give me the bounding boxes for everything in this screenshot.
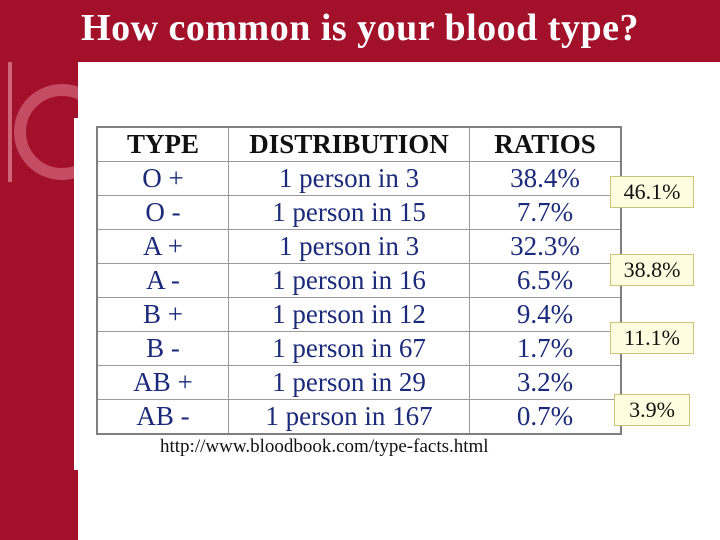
cell-distribution: 1 person in 29	[228, 365, 470, 400]
cell-type: O +	[96, 161, 229, 196]
cell-distribution: 1 person in 167	[228, 399, 470, 435]
cell-distribution: 1 person in 3	[228, 161, 470, 196]
left-decoration-panel	[0, 62, 78, 540]
cell-ratio: 38.4%	[469, 161, 622, 196]
decorative-line	[8, 62, 12, 182]
total-ab-box: 3.9%	[614, 394, 690, 426]
cell-ratio: 32.3%	[469, 229, 622, 264]
total-o-box: 46.1%	[610, 176, 694, 208]
table-row: A + 1 person in 3 32.3%	[96, 229, 622, 264]
cell-distribution: 1 person in 3	[228, 229, 470, 264]
cell-type: AB -	[96, 399, 229, 435]
table-header-row: TYPE DISTRIBUTION RATIOS	[96, 126, 622, 162]
slide-title: How common is your blood type?	[81, 7, 639, 49]
cell-distribution: 1 person in 67	[228, 331, 470, 366]
cell-distribution: 1 person in 16	[228, 263, 470, 298]
decorative-ring	[14, 84, 78, 180]
cell-distribution: 1 person in 12	[228, 297, 470, 332]
header-type: TYPE	[96, 126, 229, 162]
cell-ratio: 3.2%	[469, 365, 622, 400]
table-row: B + 1 person in 12 9.4%	[96, 297, 622, 332]
cell-ratio: 0.7%	[469, 399, 622, 435]
header-distribution: DISTRIBUTION	[228, 126, 470, 162]
cell-type: A -	[96, 263, 229, 298]
header-ratios: RATIOS	[469, 126, 622, 162]
table-row: AB - 1 person in 167 0.7%	[96, 399, 622, 435]
cell-type: B +	[96, 297, 229, 332]
cell-type: AB +	[96, 365, 229, 400]
cell-type: O -	[96, 195, 229, 230]
total-b-box: 11.1%	[610, 322, 694, 354]
source-url: http://www.bloodbook.com/type-facts.html	[160, 436, 489, 457]
table-row: O + 1 person in 3 38.4%	[96, 161, 622, 196]
table-row: B - 1 person in 67 1.7%	[96, 331, 622, 366]
cell-distribution: 1 person in 15	[228, 195, 470, 230]
cell-type: B -	[96, 331, 229, 366]
table-row: AB + 1 person in 29 3.2%	[96, 365, 622, 400]
blood-type-table: TYPE DISTRIBUTION RATIOS O + 1 person in…	[96, 126, 622, 435]
cell-ratio: 7.7%	[469, 195, 622, 230]
table-row: O - 1 person in 15 7.7%	[96, 195, 622, 230]
cell-ratio: 1.7%	[469, 331, 622, 366]
total-a-box: 38.8%	[610, 254, 694, 286]
title-bar: How common is your blood type?	[0, 0, 720, 62]
cell-ratio: 9.4%	[469, 297, 622, 332]
cell-type: A +	[96, 229, 229, 264]
cell-ratio: 6.5%	[469, 263, 622, 298]
table-row: A - 1 person in 16 6.5%	[96, 263, 622, 298]
